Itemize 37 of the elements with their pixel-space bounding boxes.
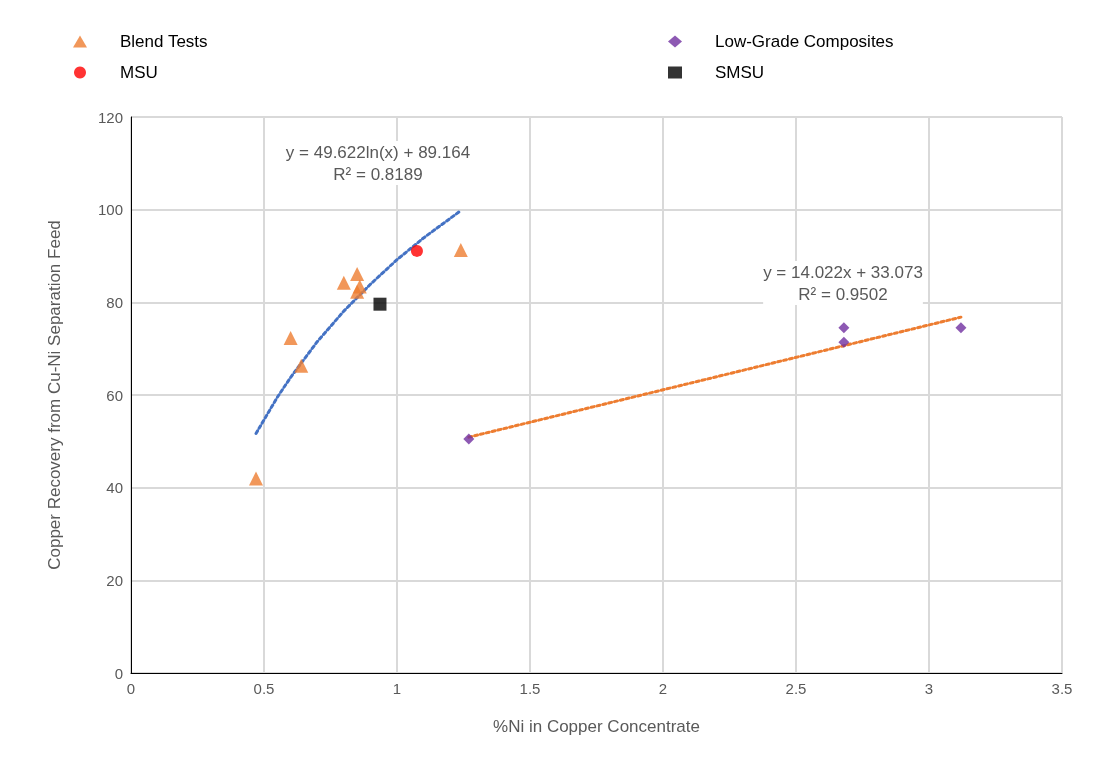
annotation: y = 49.622ln(x) + 89.164 R² = 0.8189 — [285, 142, 471, 184]
annotation: y = 14.022x + 33.073 R² = 0.9502 — [763, 262, 923, 304]
y-tick-label: 120 — [97, 108, 123, 126]
x-tick-label: 2 — [658, 680, 668, 697]
legend-label: Blend Tests — [120, 32, 208, 51]
point — [283, 331, 298, 346]
legend-label: Low-Grade Composites — [715, 32, 894, 51]
y-tick-label: 60 — [106, 386, 123, 404]
point — [955, 322, 967, 334]
point — [350, 267, 365, 282]
point — [249, 471, 264, 486]
point — [294, 358, 309, 373]
y-tick-label: 40 — [106, 479, 123, 497]
y-tick-label: 20 — [106, 571, 123, 589]
x-axis-title: %Ni in Copper Concentrate — [493, 717, 700, 736]
x-tick-label: 0 — [126, 680, 136, 697]
point — [463, 433, 475, 445]
x-tick-label: 3.5 — [1051, 680, 1073, 697]
point — [352, 279, 367, 294]
y-tick-label: 0 — [114, 664, 123, 682]
x-tick-label: 3 — [924, 680, 934, 697]
point — [410, 244, 423, 257]
y-tick-label: 100 — [97, 201, 123, 219]
x-tick-label: 1 — [392, 680, 402, 697]
y-tick-label: 80 — [106, 293, 123, 311]
point — [373, 297, 387, 311]
y-axis-title: Copper Recovery from Cu-Ni Separation Feed — [45, 220, 64, 570]
x-tick-label: 0.5 — [253, 680, 275, 697]
x-tick-label: 2.5 — [785, 680, 807, 697]
point — [838, 336, 850, 348]
point — [838, 322, 850, 334]
point — [336, 275, 351, 290]
legend-label: MSU — [120, 63, 158, 82]
line-series — [254, 209, 463, 435]
point — [453, 242, 468, 257]
x-tick-label: 1.5 — [519, 680, 541, 697]
legend-label: SMSU — [715, 63, 765, 82]
